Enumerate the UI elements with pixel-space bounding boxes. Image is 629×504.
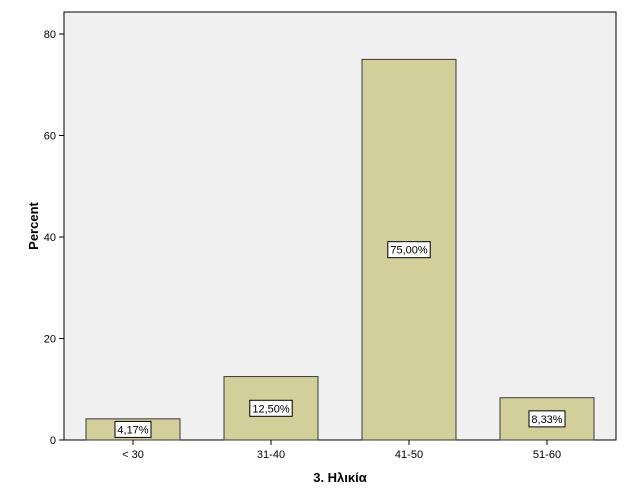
data-label-box: [249, 399, 293, 417]
data-label: 12,50%: [252, 403, 290, 415]
x-tick-label: < 30: [122, 449, 144, 461]
x-tick-label: 51-60: [533, 449, 561, 461]
y-tick-label: 0: [50, 435, 56, 447]
y-axis-title: Percent: [26, 201, 41, 249]
y-tick-label: 20: [44, 334, 56, 346]
data-label-box: [114, 420, 152, 438]
data-label: 75,00%: [390, 245, 428, 257]
x-axis: < 30 31-40 41-50 51-60: [122, 440, 561, 461]
data-label-box: [387, 241, 431, 259]
y-tick-label: 40: [44, 232, 56, 244]
y-tick-label: 60: [44, 131, 56, 143]
data-label: 8,33%: [531, 414, 562, 426]
bars: 4,17% 12,50% 75,00% 8,33%: [85, 58, 595, 441]
y-axis: 0 20 40 60 80: [44, 29, 64, 447]
x-axis-title: 3. Ηλικία: [313, 470, 367, 485]
plot-area: [63, 11, 617, 441]
x-tick-label: 41-50: [395, 449, 423, 461]
x-tick-label: 31-40: [257, 449, 285, 461]
data-label-box: [528, 410, 566, 428]
y-tick-label: 80: [44, 29, 56, 41]
data-label: 4,17%: [117, 424, 148, 436]
